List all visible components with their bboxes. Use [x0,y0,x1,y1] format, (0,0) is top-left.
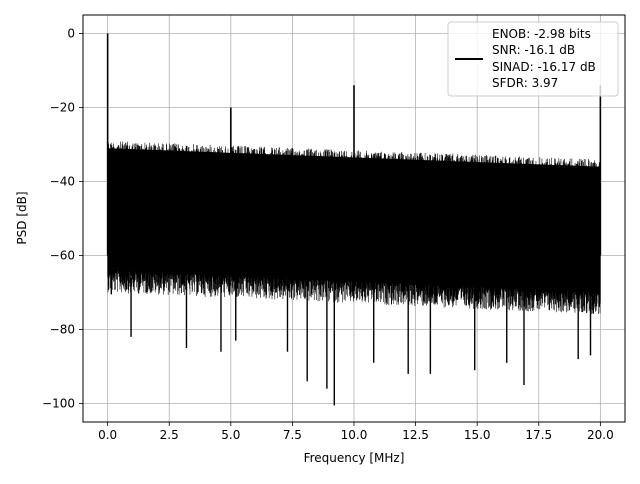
y-tick-label: −40 [50,175,75,189]
axis-ticks: 0.0 2.5 5.0 7.5 10.0 12.5 15.0 17.5 20.0 0 −20 −40 −… [42,27,614,443]
psd-series [106,33,602,406]
x-tick-label: 2.5 [160,428,179,442]
legend-sinad: SINAD: -16.17 dB [492,60,596,74]
y-axis-label: PSD [dB] [15,191,29,244]
legend: ENOB: -2.98 bits SNR: -16.1 dB SINAD: -1… [447,21,619,97]
x-tick-label: 17.5 [525,428,552,442]
legend-snr: SNR: -16.1 dB [492,43,575,57]
x-tick-label: 15.0 [464,428,491,442]
x-tick-label: 10.0 [341,428,368,442]
legend-sfdr: SFDR: 3.97 [492,76,558,90]
x-axis-label: Frequency [MHz] [304,451,405,465]
x-tick-label: 5.0 [221,428,240,442]
y-tick-label: 0 [67,27,75,41]
x-tick-label: 20.0 [587,428,614,442]
y-tick-label: −80 [50,323,75,337]
x-tick-label: 7.5 [283,428,302,442]
x-tick-label: 12.5 [402,428,429,442]
y-tick-label: −60 [50,249,75,263]
legend-box [447,21,619,97]
x-tick-label: 0.0 [98,428,117,442]
y-tick-label: −20 [50,101,75,115]
legend-enob: ENOB: -2.98 bits [492,27,591,41]
y-tick-label: −100 [42,397,75,411]
